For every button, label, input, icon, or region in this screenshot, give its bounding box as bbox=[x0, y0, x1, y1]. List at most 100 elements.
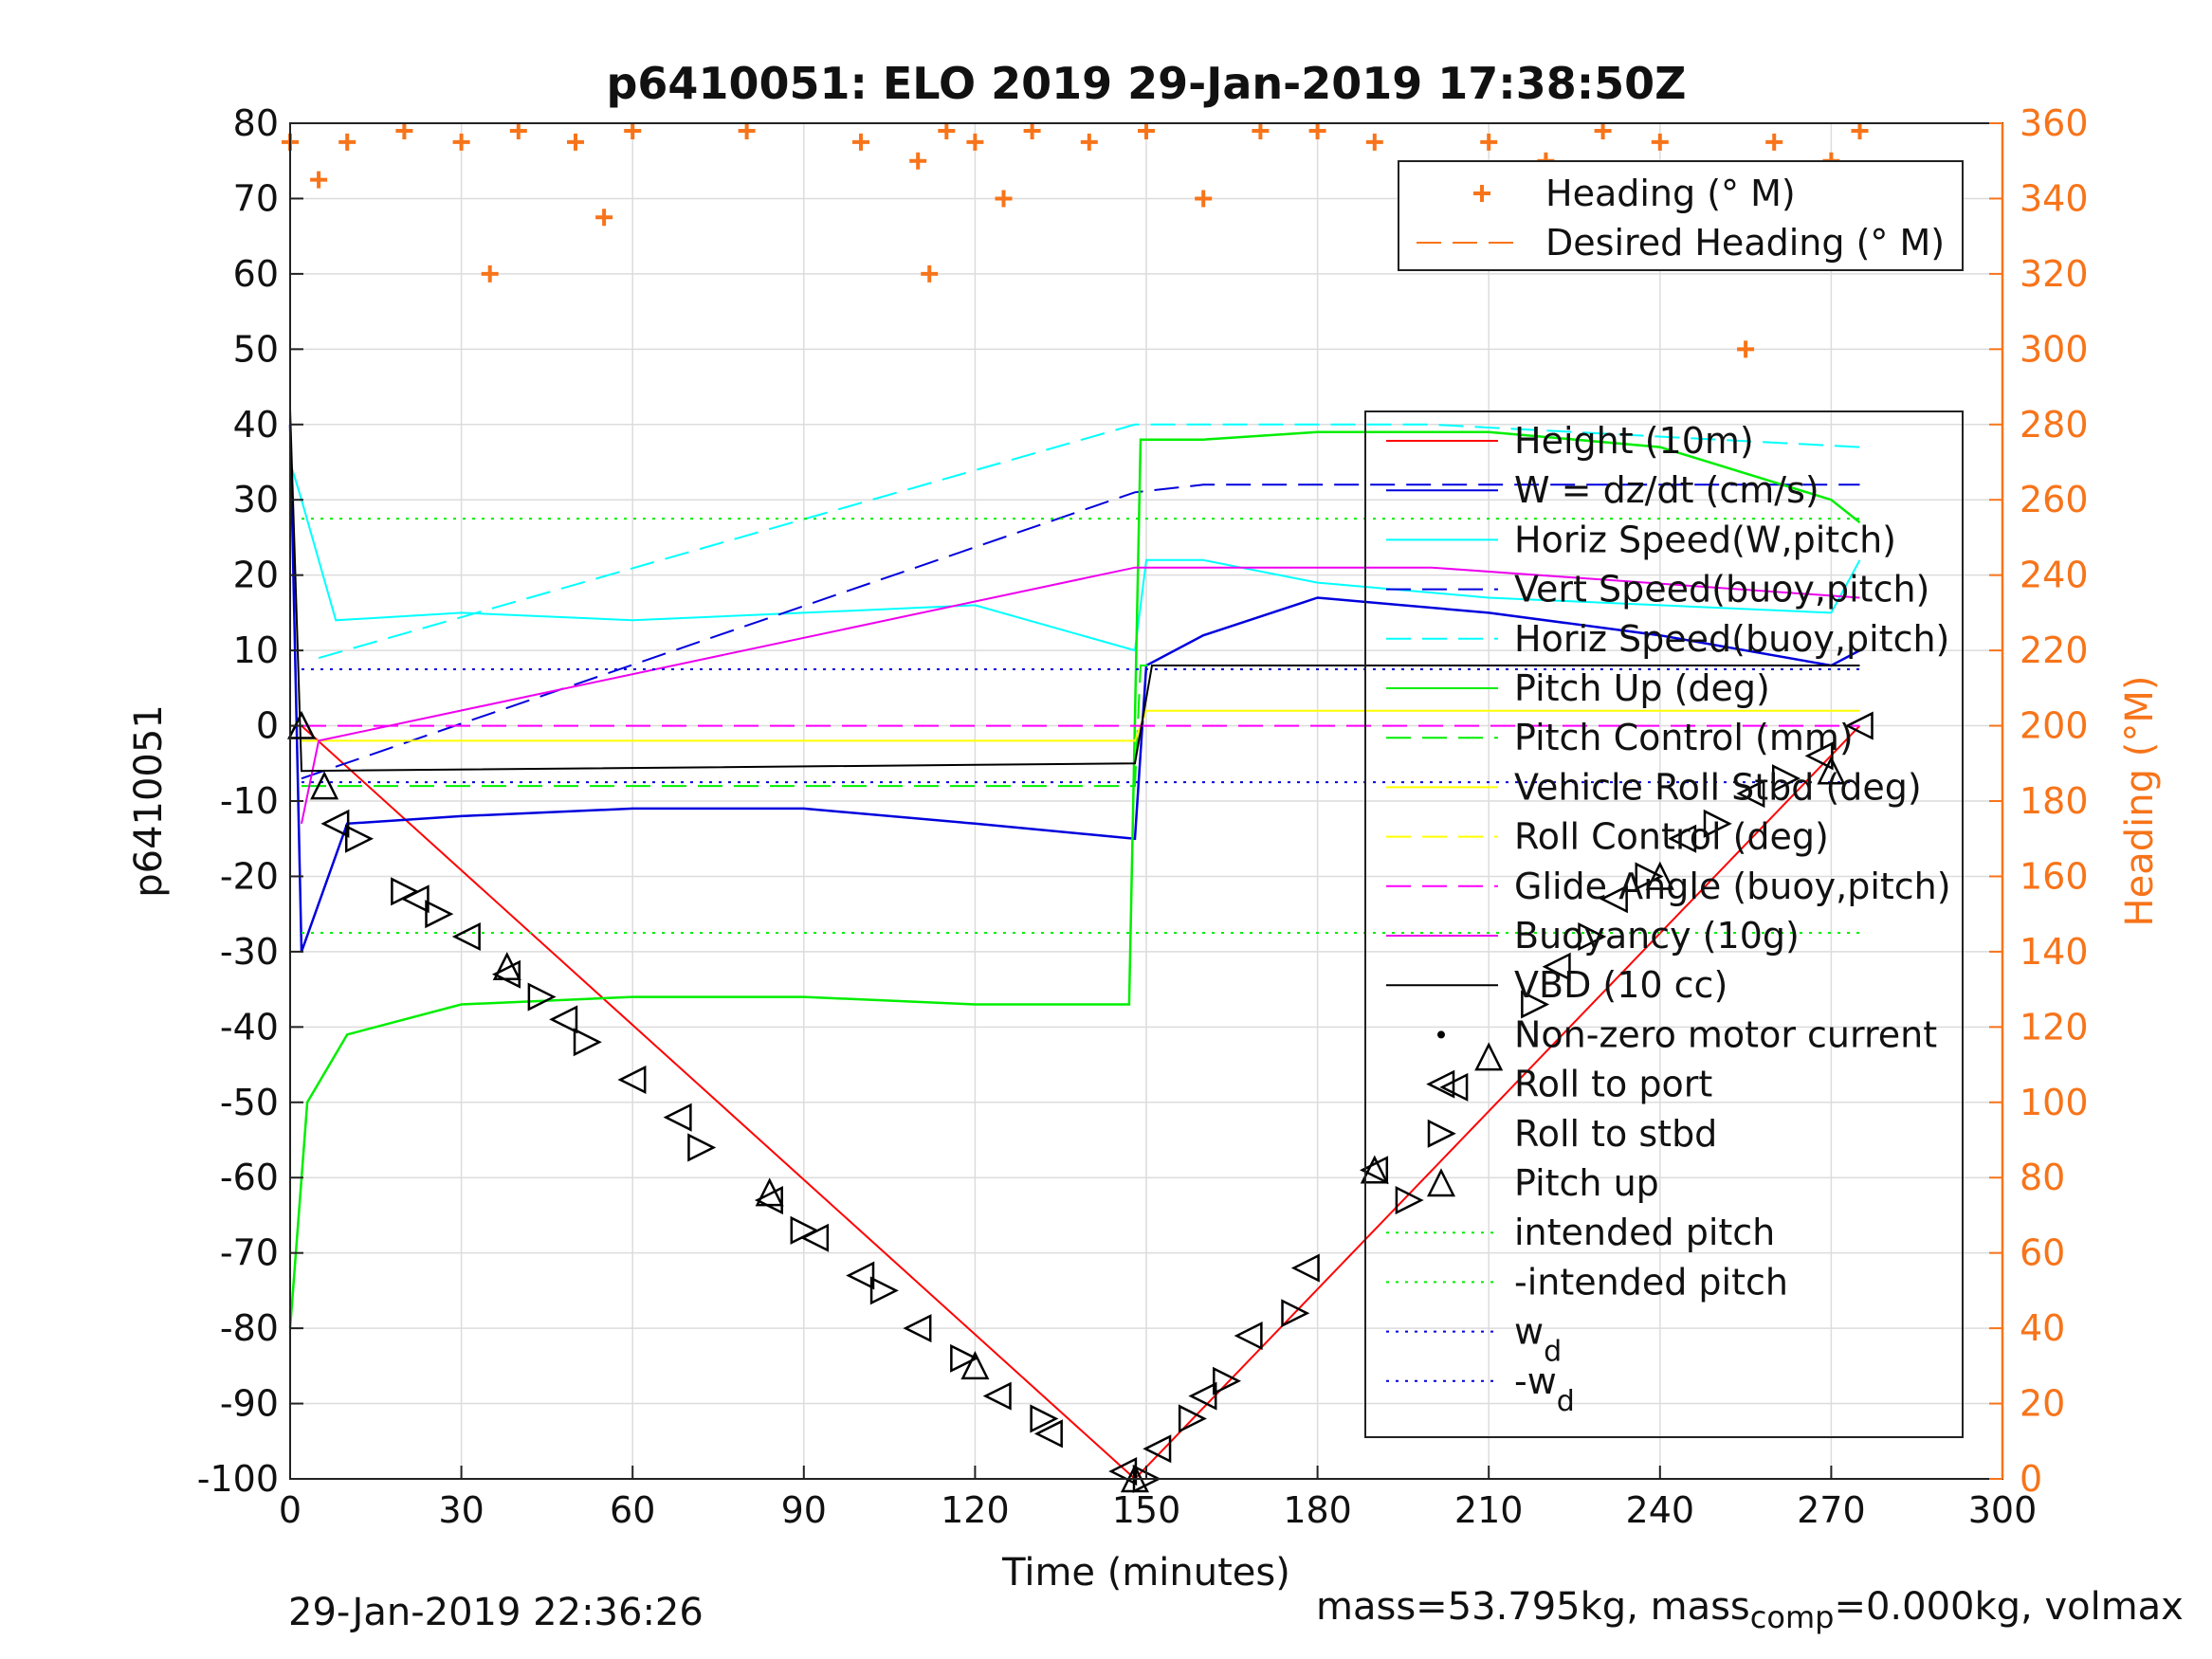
y-tick-label-left: -90 bbox=[220, 1383, 279, 1425]
heading-point bbox=[395, 121, 413, 139]
legend-main-label: Pitch Control (mm) bbox=[1514, 717, 1854, 758]
roll-port-marker bbox=[549, 1005, 578, 1034]
series-buoyancy-10g bbox=[301, 566, 1860, 825]
legend-main-label: VBD (10 cc) bbox=[1514, 964, 1728, 1006]
y-tick-label-left: 50 bbox=[233, 328, 279, 370]
y-tick-label-right: 80 bbox=[2020, 1157, 2065, 1198]
y-tick-label-right: 260 bbox=[2020, 479, 2089, 520]
legend-main-label: Vehicle Roll Stbd (deg) bbox=[1514, 766, 1922, 808]
y-tick-label-right: 360 bbox=[2020, 102, 2089, 144]
roll-port-marker bbox=[491, 959, 521, 989]
pitch-up-marker bbox=[492, 951, 521, 981]
y-tick-label-right: 320 bbox=[2020, 253, 2089, 295]
y-tick-label-left: -80 bbox=[220, 1307, 279, 1349]
footer-timestamp: 29-Jan-2019 22:36:26 bbox=[288, 1591, 704, 1634]
legend-main-label: Horiz Speed(buoy,pitch) bbox=[1514, 618, 1949, 660]
heading-point bbox=[1138, 121, 1155, 139]
roll-stbd-marker bbox=[1178, 1404, 1207, 1433]
roll-port-marker bbox=[451, 921, 481, 952]
legend-main-label: Pitch Up (deg) bbox=[1514, 667, 1770, 709]
legend-main-label: Non-zero motor current bbox=[1514, 1013, 1937, 1055]
roll-port-marker bbox=[1599, 884, 1628, 914]
series-layer bbox=[282, 121, 1869, 1481]
legend-main-symbol bbox=[1426, 1069, 1455, 1099]
y-tick-label-right: 20 bbox=[2020, 1383, 2065, 1425]
legend-main: Height (10m) W = dz/dt (cm/s) Horiz Speed(… bbox=[1364, 410, 1964, 1438]
heading-point bbox=[966, 133, 984, 151]
legend-main-symbol bbox=[1427, 1119, 1456, 1148]
y-tick-label-right: 280 bbox=[2020, 404, 2089, 446]
heading-point bbox=[481, 264, 499, 283]
roll-port-marker bbox=[1668, 824, 1697, 853]
heading-point bbox=[1594, 121, 1612, 139]
heading-point bbox=[567, 133, 584, 151]
y-tick-label-left: 60 bbox=[233, 253, 279, 295]
y-axis-label-left: p6410051 bbox=[127, 704, 171, 898]
y-tick-label-right: 340 bbox=[2020, 177, 2089, 219]
y-tick-label-left: -20 bbox=[220, 855, 279, 897]
footer-mass-prefix: mass=53.795kg, mass bbox=[1316, 1585, 1750, 1629]
roll-stbd-marker bbox=[1030, 1404, 1059, 1433]
pitch-up-marker bbox=[1474, 1042, 1504, 1071]
legend-main-symbol bbox=[1437, 1030, 1445, 1039]
roll-port-marker bbox=[1736, 779, 1765, 809]
pitch-up-marker bbox=[1360, 1155, 1389, 1184]
y-tick-label-right: 220 bbox=[2020, 629, 2089, 671]
heading-point bbox=[1195, 190, 1213, 208]
series-horiz-speed-w-pitch bbox=[289, 462, 1861, 652]
roll-port-marker bbox=[1143, 1434, 1172, 1464]
roll-stbd-marker bbox=[425, 900, 454, 929]
legend-main-label: Roll to port bbox=[1514, 1064, 1712, 1105]
legend-subscript: d bbox=[1557, 1384, 1575, 1417]
legend-main-label: Pitch up bbox=[1514, 1162, 1659, 1204]
x-tick-label: 60 bbox=[610, 1489, 655, 1531]
axes-layer: 0 30 60 90 120 150 180 210 240 270 300-100-90-80-7… bbox=[197, 102, 2089, 1531]
heading-point bbox=[452, 133, 470, 151]
x-tick-label: 240 bbox=[1626, 1489, 1695, 1531]
legend-heading-label: Desired Heading (° M) bbox=[1545, 222, 1945, 264]
roll-port-marker bbox=[1844, 711, 1874, 740]
y-tick-label-right: 240 bbox=[2020, 555, 2089, 596]
roll-port-marker bbox=[846, 1261, 875, 1290]
y-tick-label-right: 120 bbox=[2020, 1006, 2089, 1048]
legend-heading-box bbox=[1398, 160, 1964, 271]
heading-point bbox=[1765, 133, 1783, 151]
roll-stbd-marker bbox=[1771, 764, 1801, 793]
footer-mass-sub: comp bbox=[1749, 1599, 1835, 1635]
roll-stbd-marker bbox=[1521, 990, 1550, 1019]
heading-point bbox=[1651, 133, 1669, 151]
legend-main-label: Glide Angle (buoy,pitch) bbox=[1514, 866, 1951, 907]
heading-point bbox=[738, 121, 756, 139]
legend-subscript: d bbox=[1544, 1335, 1562, 1368]
legend-main-label: Vert Speed(buoy,pitch) bbox=[1514, 569, 1929, 611]
roll-stbd-marker bbox=[391, 877, 420, 906]
y-tick-label-right: 0 bbox=[2020, 1458, 2042, 1500]
legend-main-label: W = dz/dt (cm/s) bbox=[1514, 469, 1819, 511]
heading-point bbox=[1023, 121, 1041, 139]
heading-point bbox=[921, 264, 939, 283]
roll-port-marker bbox=[1033, 1419, 1063, 1449]
legend-main-label: Buoyancy (10g) bbox=[1514, 915, 1800, 957]
series-vert-speed-buoy-pitch bbox=[301, 483, 1860, 780]
heading-point bbox=[509, 121, 527, 139]
x-tick-label: 90 bbox=[781, 1489, 827, 1531]
roll-stbd-marker bbox=[1281, 1299, 1310, 1328]
y-axis-label-right: Heading (°M) bbox=[2118, 676, 2162, 927]
heading-point bbox=[909, 152, 927, 170]
y-tick-label-right: 140 bbox=[2020, 931, 2089, 973]
y-tick-label-left: 30 bbox=[233, 479, 279, 520]
x-tick-label: 180 bbox=[1283, 1489, 1352, 1531]
heading-point bbox=[852, 133, 869, 151]
heading-point bbox=[1365, 133, 1383, 151]
x-axis-label: Time (minutes) bbox=[1001, 1551, 1290, 1595]
legend-main-label: Roll to stbd bbox=[1514, 1113, 1717, 1155]
roll-port-marker bbox=[320, 809, 350, 838]
roll-stbd-marker bbox=[344, 824, 375, 853]
y-tick-label-right: 300 bbox=[2020, 328, 2089, 370]
legend-main-label: Roll Control (deg) bbox=[1514, 816, 1829, 858]
y-tick-label-left: 10 bbox=[233, 629, 279, 671]
roll-port-marker bbox=[903, 1314, 932, 1343]
roll-port-marker bbox=[982, 1381, 1012, 1411]
legend-heading-symbol bbox=[1473, 185, 1490, 202]
roll-stbd-marker bbox=[790, 1215, 819, 1245]
